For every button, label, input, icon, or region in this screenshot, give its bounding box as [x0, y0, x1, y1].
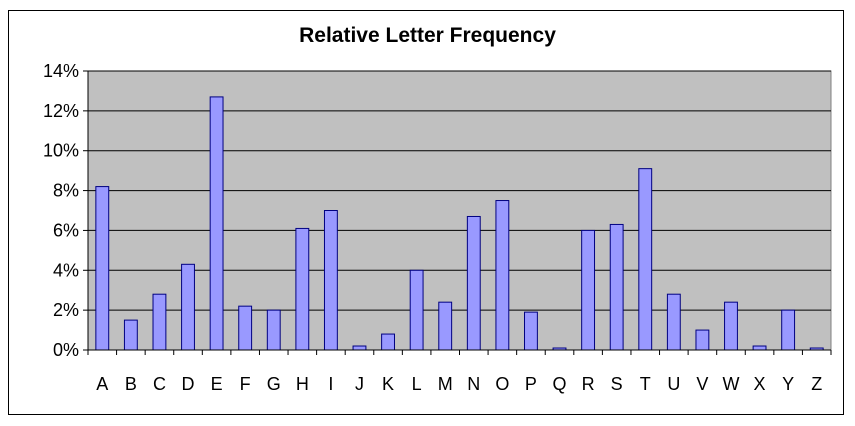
x-tick-label: G — [267, 374, 281, 394]
bar-d — [181, 263, 195, 351]
bar-a — [95, 186, 110, 351]
bar-o — [495, 200, 510, 351]
x-tick-label: E — [211, 374, 223, 394]
bar-b — [123, 319, 138, 351]
x-tick-label: D — [182, 374, 195, 394]
bar-f — [238, 305, 253, 351]
x-tick-label: I — [328, 374, 333, 394]
bar-h — [295, 227, 310, 351]
y-tick-label: 4% — [53, 260, 79, 280]
bar-n — [466, 215, 481, 351]
x-tick-label: N — [467, 374, 480, 394]
y-tick-label: 6% — [53, 220, 79, 240]
y-tick-label: 10% — [43, 141, 79, 161]
bar-s — [609, 223, 624, 351]
x-tick-label: C — [153, 374, 166, 394]
x-tick-label: K — [382, 374, 394, 394]
x-tick-label: S — [611, 374, 623, 394]
y-tick-label: 14% — [43, 61, 79, 81]
x-tick-label: W — [722, 374, 739, 394]
x-tick-label: A — [96, 374, 108, 394]
bar-y — [781, 309, 796, 351]
y-tick-label: 2% — [53, 300, 79, 320]
bar-u — [666, 293, 681, 351]
bar-l — [409, 269, 424, 351]
x-tick-label: T — [640, 374, 651, 394]
bar-i — [323, 210, 338, 351]
x-tick-label: H — [296, 374, 309, 394]
x-tick-label: U — [667, 374, 680, 394]
x-tick-label: F — [240, 374, 251, 394]
x-tick-label: J — [355, 374, 364, 394]
bar-j — [352, 345, 367, 351]
y-tick-label: 12% — [43, 101, 79, 121]
x-tick-label: Q — [553, 374, 567, 394]
bar-x — [752, 345, 767, 351]
x-tick-label: O — [495, 374, 509, 394]
y-tick-label: 8% — [53, 181, 79, 201]
chart-title: Relative Letter Frequency — [299, 24, 556, 47]
x-tick-label: X — [754, 374, 766, 394]
x-tick-label: Y — [782, 374, 794, 394]
bar-m — [438, 301, 453, 351]
bar-t — [638, 168, 653, 351]
bar-v — [695, 329, 710, 351]
plot-area — [87, 70, 832, 351]
x-tick-label: R — [582, 374, 595, 394]
bar-w — [724, 301, 738, 351]
x-tick-label: L — [412, 374, 422, 394]
y-tick-label: 0% — [53, 340, 79, 360]
y-axis: 0% 2% 4% 6% 8% 10% 12% 14% — [43, 61, 89, 360]
x-tick-label: V — [696, 374, 708, 394]
bar-g — [266, 309, 281, 351]
bar-e — [209, 96, 224, 351]
bar-p — [524, 311, 538, 351]
bar-k — [381, 333, 395, 351]
x-tick-label: B — [125, 374, 137, 394]
x-tick-label: M — [438, 374, 453, 394]
x-tick-label: Z — [811, 374, 822, 394]
bar-r — [581, 229, 596, 351]
x-tick-label: P — [525, 374, 537, 394]
bar-c — [152, 293, 167, 351]
